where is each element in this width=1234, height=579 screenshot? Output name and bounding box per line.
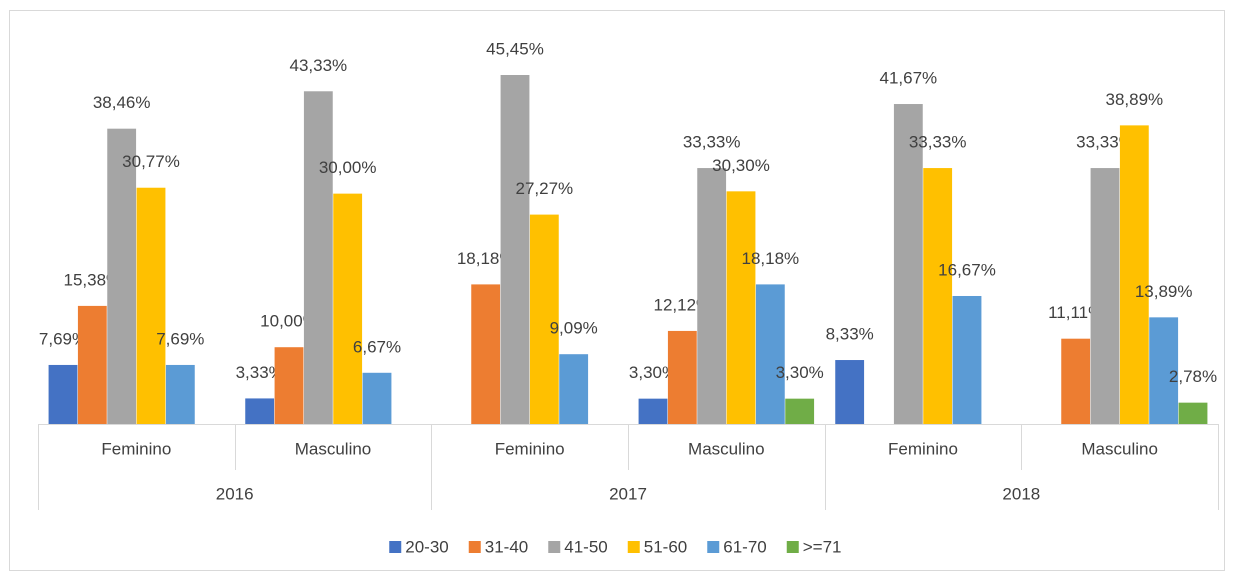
bar — [274, 347, 304, 424]
data-label: 30,77% — [122, 152, 180, 171]
data-label: 3,30% — [776, 363, 824, 382]
data-label: 18,18% — [741, 249, 799, 268]
chart-border — [9, 10, 1225, 571]
bar — [755, 284, 785, 424]
bar — [835, 360, 865, 424]
data-label: 7,69% — [39, 329, 87, 348]
bar — [726, 191, 756, 424]
bar — [303, 91, 333, 424]
bar — [667, 330, 697, 424]
bar — [893, 104, 923, 424]
data-label: 27,27% — [515, 179, 573, 198]
bar — [1119, 125, 1149, 425]
group-label: 2016 — [216, 484, 254, 503]
x-tick-label: Feminino — [888, 439, 958, 458]
group-label: 2017 — [609, 484, 647, 503]
data-label: 16,67% — [938, 260, 996, 279]
bar — [136, 187, 166, 424]
bar — [1090, 168, 1120, 424]
bar — [529, 214, 559, 424]
data-label: 18,18% — [457, 249, 515, 268]
legend-label: 20-30 — [405, 537, 448, 556]
legend-swatch — [707, 541, 720, 553]
data-label: 10,00% — [260, 312, 318, 331]
legend-label: 51-60 — [644, 537, 687, 556]
bar — [638, 398, 668, 424]
data-label: 6,67% — [353, 337, 401, 356]
legend-swatch — [468, 541, 481, 553]
bar — [559, 354, 589, 424]
bar — [1061, 338, 1091, 424]
bar — [923, 168, 953, 424]
data-label: 2,78% — [1169, 367, 1217, 386]
legend-swatch — [389, 541, 402, 553]
legend-label: 31-40 — [485, 537, 528, 556]
data-label: 33,33% — [909, 133, 967, 152]
bar — [785, 398, 815, 424]
data-label: 45,45% — [486, 39, 544, 58]
x-tick-label: Feminino — [495, 439, 565, 458]
data-label: 9,09% — [550, 319, 598, 338]
bar — [500, 75, 530, 424]
x-tick-label: Masculino — [688, 439, 765, 458]
data-label: 3,30% — [629, 363, 677, 382]
bar — [1149, 317, 1179, 424]
bar — [77, 305, 107, 424]
data-label: 30,00% — [319, 158, 377, 177]
x-tick-label: Masculino — [1081, 439, 1158, 458]
data-label: 15,38% — [63, 270, 121, 289]
legend-swatch — [548, 541, 561, 553]
data-label: 12,12% — [653, 295, 711, 314]
legend-label: 41-50 — [564, 537, 607, 556]
legend-swatch — [786, 541, 799, 553]
data-label: 8,33% — [826, 325, 874, 344]
data-label: 30,30% — [712, 156, 770, 175]
data-label: 33,33% — [683, 133, 741, 152]
bar — [362, 372, 392, 424]
data-label: 38,89% — [1105, 90, 1163, 109]
bar — [165, 364, 195, 424]
bar — [333, 193, 363, 424]
bar — [245, 398, 275, 424]
bar — [48, 364, 78, 424]
legend-label: 61-70 — [723, 537, 766, 556]
bar — [471, 284, 501, 424]
data-label: 43,33% — [289, 56, 347, 75]
bar — [952, 295, 982, 424]
data-label: 41,67% — [879, 69, 937, 88]
legend-swatch — [627, 541, 640, 553]
data-label: 3,33% — [236, 363, 284, 382]
data-label: 38,46% — [93, 93, 151, 112]
x-tick-label: Masculino — [295, 439, 372, 458]
group-label: 2018 — [1002, 484, 1040, 503]
bar — [107, 128, 137, 424]
legend-label: >=71 — [803, 537, 842, 556]
x-tick-label: Feminino — [101, 439, 171, 458]
bar — [697, 168, 727, 424]
data-label: 11,11% — [1048, 303, 1103, 322]
data-label: 7,69% — [156, 329, 204, 348]
data-label: 33,33% — [1076, 133, 1134, 152]
data-label: 13,89% — [1135, 282, 1193, 301]
bar — [1178, 402, 1208, 424]
